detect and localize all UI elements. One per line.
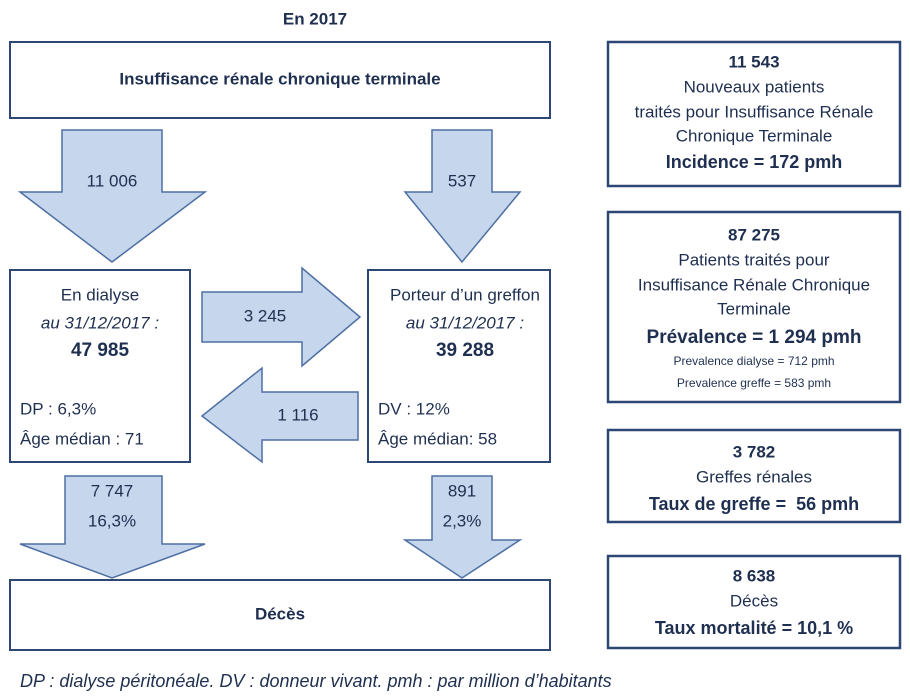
graft-age: Âge médian: 58 [378,429,497,448]
side-rate: Taux mortalité = 10,1 % [655,618,853,638]
side-number: 87 275 [728,225,780,244]
side-boxes: 11 543 Nouveaux patients traités pour In… [606,40,902,650]
graft-dv: DV : 12% [378,399,450,418]
graft-title: Porteur d’un greffon [390,285,540,304]
arrow-left [200,366,359,464]
dialysis-title: En dialyse [61,285,139,304]
arrow-label: 11 006 [87,171,138,190]
arrow-down [403,129,522,264]
side-number: 11 543 [728,52,779,71]
arrow-right [201,266,362,368]
footnote: DP : dialyse péritonéale. DV : donneur v… [20,671,612,691]
side-detail: Prevalence dialyse = 712 pmh [673,354,834,368]
side-text: Nouveaux patients [684,77,825,96]
arrow-label: 891 [448,481,476,500]
dialysis-box [9,269,191,463]
side-text: Chronique Terminale [676,126,833,145]
side-box [606,210,902,404]
arrow-down [17,129,208,263]
side-text: Terminale [717,299,791,318]
graft-box [367,269,551,463]
arrow-label: 16,3% [88,511,136,530]
side-rate: Incidence = 172 pmh [666,152,843,172]
arrow-label: 3 245 [244,306,287,325]
arrow-label: 2,3% [443,511,482,530]
side-text: Insuffisance Rénale Chronique [638,275,870,294]
dialysis-count: 47 985 [71,340,130,361]
top-box [9,41,551,119]
side-box [606,554,902,650]
side-rate: Taux de greffe = 56 pmh [649,494,859,514]
side-number: 3 782 [733,442,776,461]
title: En 2017 [283,9,347,28]
side-number: 8 638 [733,566,776,585]
side-box [606,428,902,524]
arrow-down [19,475,206,579]
arrow-label: 7 747 [91,481,134,500]
deaths-label: Décès [255,604,305,623]
dialysis-dp: DP : 6,3% [20,399,96,418]
dialysis-age: Âge médian : 71 [20,429,144,448]
graft-count: 39 288 [436,340,494,361]
side-text: traités pour Insuffisance Rénale [635,102,874,121]
side-box [606,40,902,188]
side-text: Greffes rénales [696,467,812,486]
side-rate: Prévalence = 1 294 pmh [647,327,862,348]
deaths-box [9,579,551,651]
arrow-label: 1 116 [277,405,318,424]
top-box-label: Insuffisance rénale chronique terminale [119,69,440,88]
arrow-down [402,475,523,579]
arrow-label: 537 [448,171,476,190]
side-text: Patients traités pour [678,250,830,269]
side-text: Décès [730,591,778,610]
side-detail: Prevalence greffe = 583 pmh [677,376,831,390]
graft-date: au 31/12/2017 : [406,313,524,332]
dialysis-date: au 31/12/2017 : [41,313,159,332]
